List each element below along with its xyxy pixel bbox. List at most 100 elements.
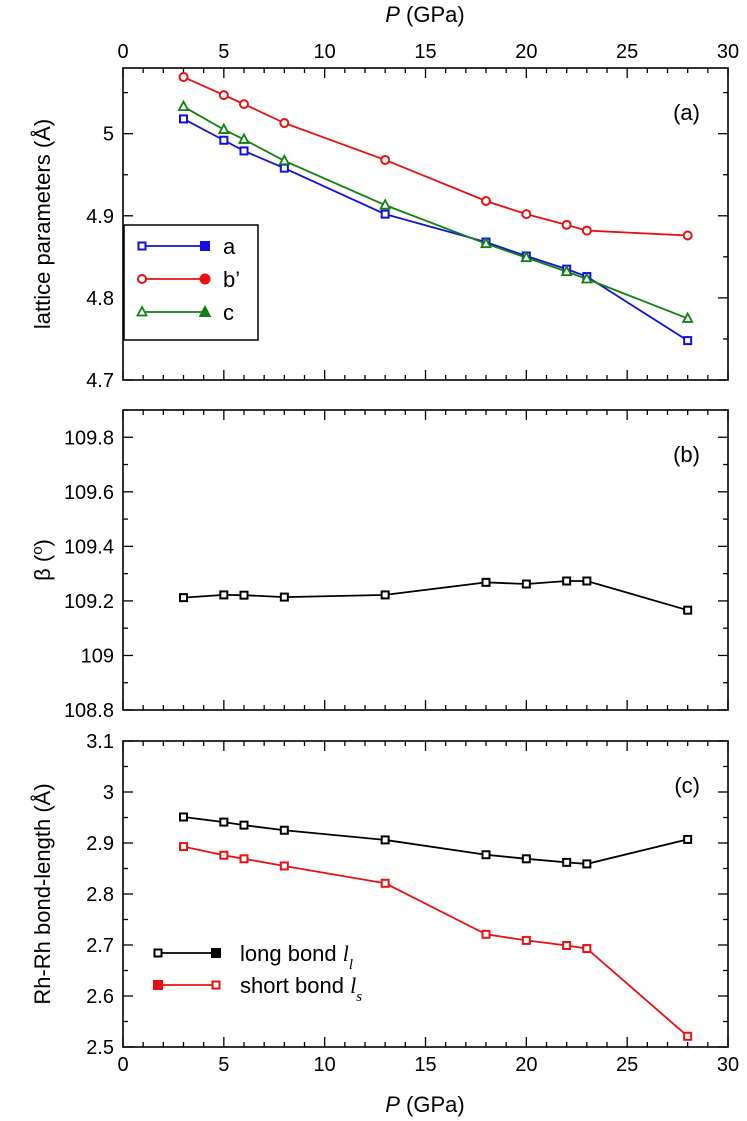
x-tick-label: 0 — [117, 41, 128, 63]
y-tick-label: 4.9 — [86, 206, 114, 228]
data-point — [561, 219, 572, 230]
series-line — [183, 845, 689, 1037]
data-point — [218, 90, 229, 101]
y-tick-label: 108.8 — [64, 700, 114, 722]
legend-marker-filled — [199, 273, 211, 285]
legend-label: c — [223, 300, 234, 325]
panel-c: 2.5 2.6 2.7 2.8 2.9 3 3.1 0 5 10 15 20 25 30 (c) Rh-Rh … — [30, 731, 739, 1076]
y-tick-label: 4.7 — [86, 370, 114, 392]
y-tick-label: 5 — [103, 124, 114, 146]
legend-label: short bond ls — [240, 973, 362, 1005]
data-point — [219, 850, 229, 860]
data-point — [380, 590, 390, 600]
data-point — [521, 854, 531, 864]
x-tick-label: 10 — [314, 41, 336, 63]
legend-label-subscript: s — [356, 989, 362, 1005]
plot-frame-c — [122, 740, 729, 1048]
y-tick-label: 2.9 — [86, 833, 114, 855]
y-tick-label: 2.7 — [86, 935, 114, 957]
series-b-0 — [179, 576, 693, 615]
series-line — [183, 816, 688, 865]
bottom-axis-title-unit: (GPa) — [400, 1092, 465, 1117]
y-tick-label: 109.8 — [64, 427, 114, 449]
data-point — [219, 817, 229, 827]
x-tick-label: 5 — [218, 1054, 229, 1076]
x-tick-label: 5 — [218, 41, 229, 63]
series-line — [183, 76, 688, 237]
data-point — [682, 230, 693, 241]
data-point — [179, 114, 188, 124]
data-point — [179, 812, 188, 822]
data-point — [217, 122, 230, 134]
series-c-0 — [179, 812, 693, 869]
x-tick-label: 15 — [414, 41, 436, 63]
y-axis-title-close: ) — [30, 539, 55, 546]
data-point — [219, 590, 229, 600]
x-tick-label: 20 — [515, 41, 537, 63]
legend-marker-open — [136, 305, 148, 317]
data-point — [480, 236, 492, 249]
y-axis-title-b: β (o) — [29, 539, 56, 581]
x-tick-label: 10 — [314, 1054, 336, 1076]
data-point — [239, 854, 249, 864]
y-axis-title-degree: o — [29, 546, 46, 554]
data-point — [683, 1031, 693, 1041]
data-point — [582, 576, 592, 586]
x-tick-label: 0 — [117, 1054, 128, 1076]
data-point — [219, 135, 229, 145]
top-axis-title-unit: (GPa) — [400, 2, 465, 27]
legend-marker-open — [211, 980, 221, 990]
y-tick-label: 109.2 — [64, 591, 114, 613]
data-point — [239, 99, 249, 110]
y-tick-label: 3.1 — [86, 731, 114, 753]
panel-b: 108.8 109 109.2 109.4 109.6 109.8 (b) β (o) — [29, 409, 729, 722]
series-a-2 — [177, 99, 694, 323]
data-point — [481, 577, 491, 587]
data-point — [279, 861, 289, 871]
data-point — [562, 857, 572, 867]
legend-label-name: long bond — [240, 941, 343, 966]
y-axis-title-open: ( — [30, 554, 55, 568]
data-point — [279, 592, 289, 602]
data-point — [581, 225, 592, 236]
data-point — [179, 593, 188, 603]
data-point — [239, 590, 249, 600]
data-point — [238, 132, 250, 144]
series-a-1 — [178, 72, 693, 241]
data-point — [279, 163, 289, 173]
legend-marker-open — [137, 241, 147, 251]
plot-frame-b — [122, 409, 729, 711]
data-point — [520, 250, 533, 263]
y-tick-label: 2.8 — [86, 884, 114, 906]
legend-marker-open — [153, 948, 163, 958]
data-point — [582, 944, 592, 954]
data-point — [279, 825, 289, 835]
data-point — [683, 605, 693, 615]
panel-label-a: (a) — [673, 100, 700, 125]
y-axis-title-c: Rh-Rh bond-length (Å) — [30, 783, 55, 1004]
series-c-1 — [179, 842, 693, 1041]
legend-label: a — [223, 234, 236, 259]
data-point — [481, 929, 491, 939]
bottom-axis-title: P (GPa) — [385, 1092, 464, 1117]
panels: 4.74.84.950 5 10 15 20 25 30(a)lattice paramet… — [29, 41, 740, 1076]
data-point — [380, 154, 391, 165]
y-tick-label: 2.5 — [86, 1037, 114, 1059]
legend-label-symbol: l — [350, 973, 356, 998]
legend-marker-filled — [153, 980, 163, 990]
data-point — [481, 196, 491, 207]
panel-a: 4.7 4.8 4.9 5 0 5 10 15 20 25 30 (a) lattice paramet… — [30, 41, 739, 392]
legend-marker-filled — [200, 241, 210, 251]
data-point — [521, 209, 532, 220]
y-tick-label: 3 — [103, 782, 114, 804]
data-point — [380, 878, 390, 888]
series-line — [183, 118, 689, 342]
legend-marker-filled — [211, 948, 221, 958]
series-line — [183, 105, 688, 320]
x-tick-label: 30 — [717, 41, 739, 63]
legend-label: b’ — [223, 267, 240, 292]
legend-marker-open — [137, 274, 147, 284]
top-axis-title: P (GPa) — [385, 2, 464, 27]
